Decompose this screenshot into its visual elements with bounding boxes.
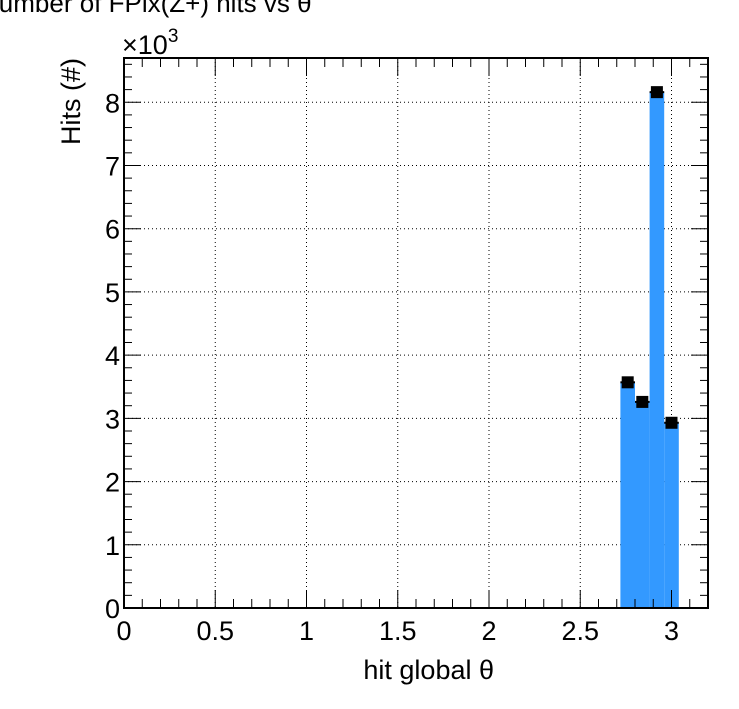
x-tick-label: 2: [481, 616, 496, 646]
data-marker: [636, 395, 649, 408]
x-tick-label: 1: [299, 616, 314, 646]
histogram-bars: [620, 92, 679, 608]
y-tick-label: 6: [105, 215, 120, 245]
x-axis-title: hit global θ: [363, 655, 494, 685]
data-marker: [650, 86, 663, 99]
histogram-bar: [664, 422, 679, 608]
x-tick-label: 2.5: [561, 616, 599, 646]
x-tick-label: 0.5: [196, 616, 234, 646]
x-tick-label: 1.5: [379, 616, 417, 646]
axis-ticks: [123, 58, 709, 609]
y-tick-label: 5: [105, 278, 120, 308]
data-marker: [665, 416, 678, 429]
y-tick-label: 4: [105, 341, 120, 371]
x-tick-label: 0: [116, 616, 131, 646]
y-tick-labels: 0 1 2 3 4 5 6 7 8: [105, 88, 120, 624]
y-axis-multiplier: ×103: [122, 26, 178, 60]
histogram-bar: [620, 382, 635, 608]
y-tick-label: 7: [105, 151, 120, 181]
data-markers: [620, 86, 679, 429]
histogram-bar: [635, 401, 650, 608]
y-multiplier-exponent: 3: [168, 26, 179, 47]
y-tick-label: 1: [105, 531, 120, 561]
y-tick-label: 8: [105, 88, 120, 118]
chart-title: Number of FPix(Z+) hits vs θ: [0, 0, 312, 18]
y-tick-label: 0: [105, 594, 120, 624]
histogram-bar: [649, 92, 665, 608]
y-multiplier-base: ×10: [122, 30, 168, 60]
y-axis-title: Hits (#): [56, 58, 86, 145]
y-tick-label: 3: [105, 404, 120, 434]
x-tick-labels: 0 0.5 1 1.5 2 2.5 3: [116, 616, 679, 646]
y-tick-label: 2: [105, 468, 120, 498]
x-tick-label: 3: [664, 616, 679, 646]
data-marker: [621, 376, 634, 389]
